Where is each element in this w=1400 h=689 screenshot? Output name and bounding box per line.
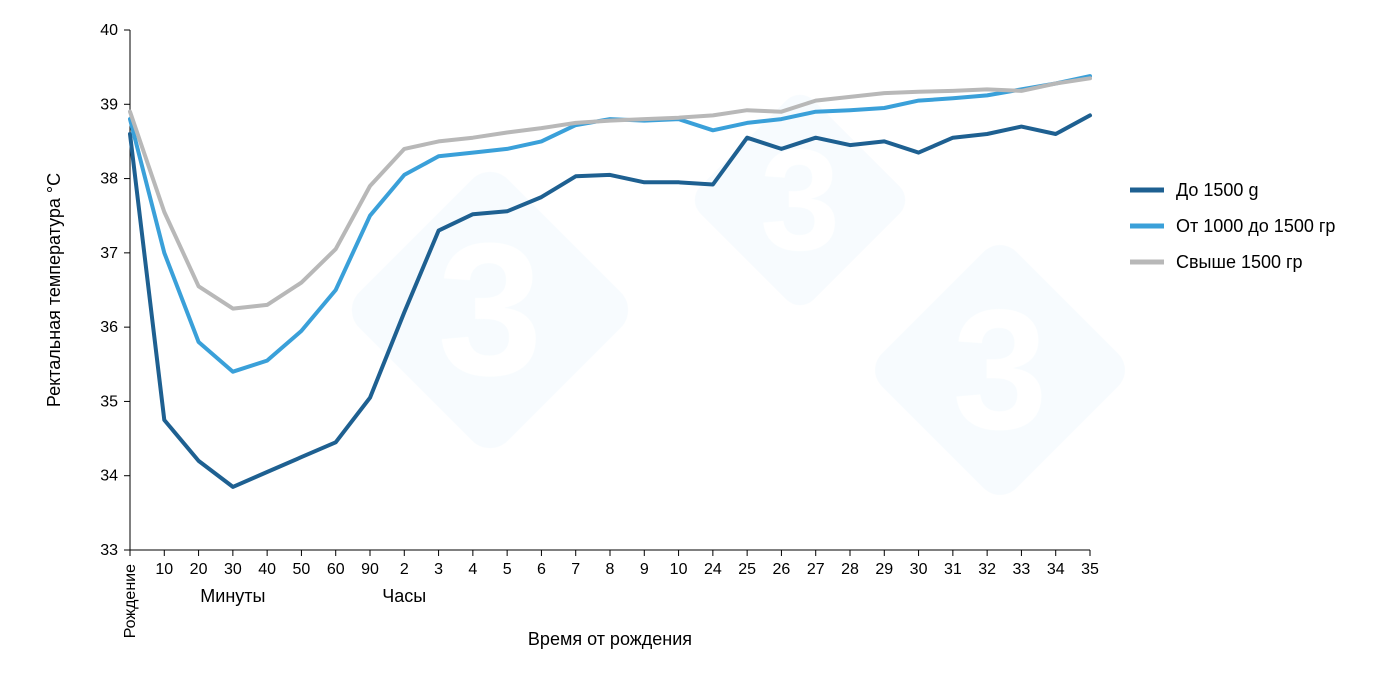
x-tick-label: 28 [841, 561, 859, 578]
svg-text:3: 3 [952, 275, 1047, 466]
x-tick-label: 20 [190, 561, 208, 578]
x-tick-label: 40 [258, 561, 276, 578]
legend-label: От 1000 до 1500 гр [1176, 216, 1335, 236]
x-tick-label: 10 [155, 561, 173, 578]
chart-container: 3333334353637383940Ректальная температур… [0, 0, 1400, 689]
x-tick-label: 31 [944, 561, 962, 578]
x-tick-label: 30 [910, 561, 928, 578]
x-tick-label: 8 [606, 561, 615, 578]
x-tick-label: 29 [875, 561, 893, 578]
x-tick-label: 2 [400, 561, 409, 578]
y-axis-label: Ректальная температура °С [44, 173, 64, 407]
y-tick-label: 35 [100, 393, 118, 410]
x-tick-label: 27 [807, 561, 825, 578]
watermark: 333 [332, 79, 1143, 513]
x-tick-label: 3 [434, 561, 443, 578]
x-tick-label: 90 [361, 561, 379, 578]
x-tick-label: 34 [1047, 561, 1065, 578]
series-line [130, 78, 1090, 308]
x-tick-label: 24 [704, 561, 722, 578]
x-tick-label: 30 [224, 561, 242, 578]
x-tick-label: 5 [503, 561, 512, 578]
x-tick-label: 33 [1013, 561, 1031, 578]
legend-label: До 1500 g [1176, 180, 1258, 200]
x-tick-label: 4 [468, 561, 477, 578]
x-tick-label: 50 [293, 561, 311, 578]
x-tick-label: 25 [738, 561, 756, 578]
y-tick-label: 40 [100, 22, 118, 39]
y-tick-label: 39 [100, 96, 118, 113]
y-tick-label: 33 [100, 542, 118, 559]
y-tick-label: 34 [100, 468, 118, 485]
x-axis-title: Время от рождения [528, 629, 692, 649]
y-tick-label: 37 [100, 245, 118, 262]
x-tick-label: 9 [640, 561, 649, 578]
x-tick-label: 60 [327, 561, 345, 578]
x-tick-label: 32 [978, 561, 996, 578]
x-sublabel-minutes: Минуты [200, 586, 265, 606]
x-sublabel-hours: Часы [382, 586, 426, 606]
y-tick-label: 36 [100, 319, 118, 336]
x-tick-label: 26 [773, 561, 791, 578]
line-chart: 3333334353637383940Ректальная температур… [0, 0, 1400, 689]
x-tick-birth: Рождение [122, 564, 139, 638]
x-tick-label: 10 [670, 561, 688, 578]
legend-label: Свыше 1500 гр [1176, 252, 1303, 272]
y-tick-label: 38 [100, 171, 118, 188]
x-tick-label: 35 [1081, 561, 1099, 578]
x-tick-label: 6 [537, 561, 546, 578]
svg-text:3: 3 [437, 205, 542, 416]
x-tick-label: 7 [571, 561, 580, 578]
